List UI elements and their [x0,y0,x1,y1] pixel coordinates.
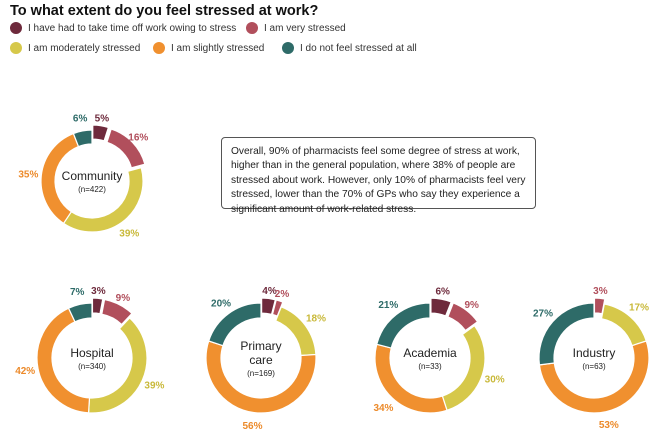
legend-label-slightly-stressed: I am slightly stressed [171,42,265,54]
industry-center-title: Industry [573,346,616,360]
community-segment-very-stressed [106,128,146,169]
academia-segment-not-stressed [375,302,431,349]
legend-item-moderately-stressed: I am moderately stressed [10,42,140,54]
community-segment-not-stressed [72,129,93,148]
academia-label-not-stressed: 21% [378,300,398,311]
hospital-label-slightly-stressed: 42% [15,366,35,377]
primary-care-label-very-stressed: 2% [275,289,290,300]
hospital-center-title: Hospital [70,346,113,360]
hospital-segment-not-stressed [67,302,93,323]
primary-care-segment-slightly-stressed [205,340,317,414]
primary-care-center-title: care [249,353,273,367]
community-sample-size: (n=422) [78,185,106,194]
community-label-not-stressed: 6% [73,114,88,125]
industry-label-slightly-stressed: 53% [599,420,619,431]
community-label-time-off: 5% [95,113,110,124]
hospital-segment-time-off [91,297,104,315]
academia-segment-very-stressed [447,302,479,332]
hospital-label-very-stressed: 9% [116,293,131,304]
hospital-sample-size: (n=340) [78,362,106,371]
academia-label-slightly-stressed: 34% [373,403,393,414]
industry-segment-not-stressed [538,302,595,366]
legend-item-time-off: I have had to take time off work owing t… [10,22,236,34]
legend-swatch-very-stressed [246,22,258,34]
primary-care-label-time-off: 4% [262,286,277,297]
legend-swatch-time-off [10,22,22,34]
legend-label-time-off: I have had to take time off work owing t… [28,22,237,34]
hospital-label-not-stressed: 7% [70,287,85,298]
primary-care-label-slightly-stressed: 56% [242,421,262,432]
primary-care-sample-size: (n=169) [247,369,275,378]
industry-sample-size: (n=63) [582,362,606,371]
primary-care-label-moderately-stressed: 18% [306,314,326,325]
community-label-moderately-stressed: 39% [119,229,139,240]
primary-care-center-title: Primary [240,339,281,353]
community-label-very-stressed: 16% [128,132,148,143]
legend-swatch-not-stressed [282,42,294,54]
legend-item-very-stressed: I am very stressed [246,22,346,34]
academia-segment-time-off [430,297,452,317]
primary-care-segment-time-off [261,297,277,316]
industry-label-not-stressed: 27% [533,309,553,320]
legend-swatch-moderately-stressed [10,42,22,54]
academia-label-time-off: 6% [436,287,451,298]
hospital-segment-slightly-stressed [36,307,91,414]
academia-center-title: Academia [403,346,457,360]
legend-label-not-stressed: I do not feel stressed at all [300,42,417,54]
primary-care-label-not-stressed: 20% [211,298,231,309]
summary-note: Overall, 90% of pharmacists feel some de… [221,137,536,215]
hospital-label-moderately-stressed: 39% [144,381,164,392]
legend-item-slightly-stressed: I am slightly stressed [153,42,264,54]
industry-label-moderately-stressed: 17% [629,302,649,313]
community-label-slightly-stressed: 35% [18,170,38,181]
academia-sample-size: (n=33) [418,362,442,371]
hospital-segment-very-stressed [101,298,133,326]
academia-label-very-stressed: 9% [464,300,479,311]
legend-swatch-slightly-stressed [153,42,165,54]
academia-segment-moderately-stressed [441,324,486,412]
industry-label-very-stressed: 3% [593,286,608,297]
legend-item-not-stressed: I do not feel stressed at all [282,42,417,54]
community-center-title: Community [62,169,123,183]
hospital-label-time-off: 3% [91,286,106,297]
chart-title: To what extent do you feel stressed at w… [10,3,319,19]
academia-label-moderately-stressed: 30% [485,375,505,386]
legend-label-very-stressed: I am very stressed [264,22,346,34]
community-segment-time-off [92,124,110,142]
legend-label-moderately-stressed: I am moderately stressed [28,42,141,54]
primary-care-segment-not-stressed [207,302,262,347]
